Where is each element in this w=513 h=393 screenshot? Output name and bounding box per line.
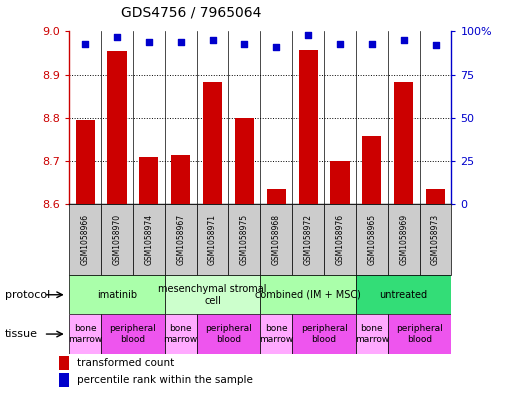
Text: combined (IM + MSC): combined (IM + MSC)	[255, 290, 361, 300]
Text: bone
marrow: bone marrow	[259, 324, 293, 344]
Bar	[165, 204, 196, 275]
Text: GSM1058973: GSM1058973	[431, 214, 440, 265]
Text: peripheral
blood: peripheral blood	[301, 324, 347, 344]
Bar	[196, 314, 261, 354]
Bar	[228, 204, 261, 275]
Text: GSM1058976: GSM1058976	[336, 214, 344, 265]
Text: GSM1058974: GSM1058974	[144, 214, 153, 265]
Point	[368, 40, 376, 47]
Point	[304, 32, 312, 38]
Text: percentile rank within the sample: percentile rank within the sample	[76, 375, 252, 385]
Text: GSM1058975: GSM1058975	[240, 214, 249, 265]
Bar	[394, 82, 413, 204]
Text: bone
marrow: bone marrow	[354, 324, 389, 344]
Point	[336, 40, 344, 47]
Bar	[165, 314, 196, 354]
Text: imatinib: imatinib	[97, 290, 137, 300]
Text: bone
marrow: bone marrow	[164, 324, 198, 344]
Bar	[69, 314, 101, 354]
Text: untreated: untreated	[380, 290, 428, 300]
Bar	[420, 204, 451, 275]
Bar	[299, 50, 318, 204]
Text: peripheral
blood: peripheral blood	[110, 324, 156, 344]
Text: GSM1058971: GSM1058971	[208, 214, 217, 265]
Bar	[196, 204, 228, 275]
Bar	[362, 136, 381, 204]
Bar	[69, 275, 165, 314]
Bar	[388, 314, 451, 354]
Point	[176, 39, 185, 45]
Text: mesenchymal stromal
cell: mesenchymal stromal cell	[159, 284, 267, 305]
Bar	[69, 204, 101, 275]
Text: GSM1058968: GSM1058968	[272, 214, 281, 265]
Text: GDS4756 / 7965064: GDS4756 / 7965064	[121, 6, 261, 20]
Text: transformed count: transformed count	[76, 358, 174, 368]
Bar	[101, 314, 165, 354]
Point	[81, 40, 89, 47]
Bar	[261, 204, 292, 275]
Text: bone
marrow: bone marrow	[68, 324, 102, 344]
Text: tissue: tissue	[5, 329, 38, 339]
Bar	[267, 189, 286, 204]
Point	[240, 40, 248, 47]
Bar	[101, 204, 133, 275]
Point	[272, 44, 281, 50]
Bar	[59, 373, 69, 387]
Bar	[133, 204, 165, 275]
Bar	[59, 356, 69, 369]
Text: GSM1058966: GSM1058966	[81, 214, 90, 265]
Bar	[356, 204, 388, 275]
Point	[145, 39, 153, 45]
Point	[431, 42, 440, 48]
Text: GSM1058967: GSM1058967	[176, 214, 185, 265]
Bar	[426, 189, 445, 204]
Text: GSM1058970: GSM1058970	[112, 214, 122, 265]
Bar	[171, 155, 190, 204]
Bar	[165, 275, 261, 314]
Bar	[292, 204, 324, 275]
Bar	[356, 314, 388, 354]
Point	[208, 37, 216, 43]
Text: peripheral
blood: peripheral blood	[205, 324, 252, 344]
Bar	[261, 314, 292, 354]
Bar	[292, 314, 356, 354]
Point	[113, 33, 121, 40]
Text: peripheral
blood: peripheral blood	[396, 324, 443, 344]
Bar	[356, 275, 451, 314]
Text: GSM1058965: GSM1058965	[367, 214, 377, 265]
Bar	[75, 120, 95, 204]
Bar	[330, 161, 349, 204]
Bar	[388, 204, 420, 275]
Bar	[261, 275, 356, 314]
Bar	[108, 51, 127, 204]
Text: GSM1058972: GSM1058972	[304, 214, 312, 265]
Bar	[235, 118, 254, 204]
Text: GSM1058969: GSM1058969	[399, 214, 408, 265]
Bar	[140, 157, 159, 204]
Text: protocol: protocol	[5, 290, 50, 300]
Bar	[324, 204, 356, 275]
Bar	[203, 82, 222, 204]
Point	[400, 37, 408, 43]
